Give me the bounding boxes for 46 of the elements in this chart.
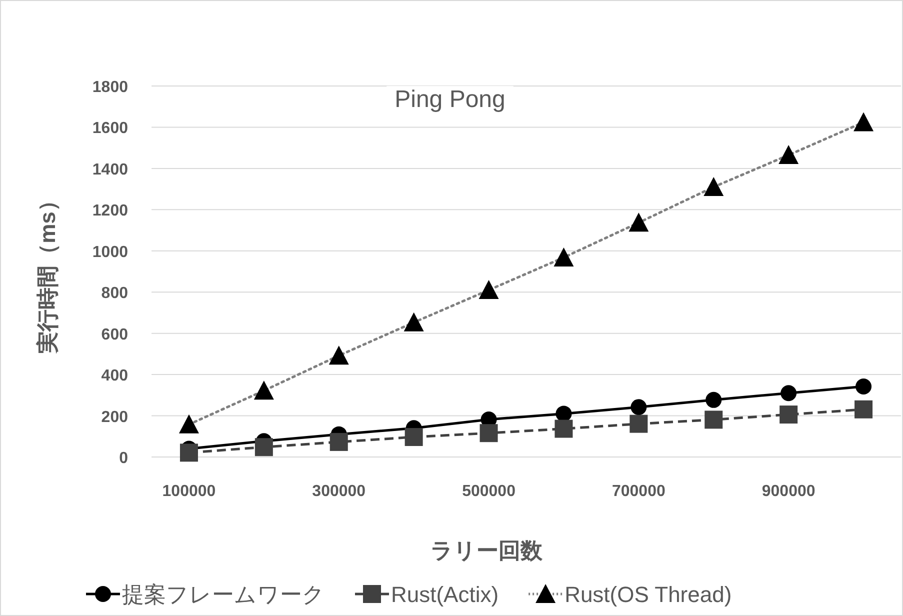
point — [254, 380, 274, 400]
point — [180, 444, 198, 462]
point — [404, 312, 424, 332]
x-axis-title: ラリー回数 — [430, 538, 544, 563]
point — [404, 428, 423, 446]
point — [704, 410, 723, 429]
point — [330, 432, 348, 451]
point — [254, 438, 273, 456]
y-tick-label: 1000 — [92, 244, 128, 261]
point — [554, 420, 573, 438]
x-tick-label: 100000 — [162, 483, 216, 500]
point — [856, 378, 872, 395]
point — [480, 424, 498, 442]
point — [554, 247, 574, 266]
point — [556, 406, 572, 422]
y-tick-label: 1600 — [92, 120, 128, 138]
point — [630, 414, 648, 433]
point — [778, 145, 799, 164]
y-tick-label: 0 — [119, 450, 128, 467]
point — [478, 280, 499, 300]
y-tick-label: 1200 — [92, 202, 128, 220]
chart-title: Ping Pong — [394, 86, 506, 113]
x-tick-label: 300000 — [312, 483, 366, 500]
x-tick-label: 700000 — [612, 483, 666, 500]
point — [854, 112, 874, 132]
legend-label: Rust(OS Thread) — [564, 582, 732, 607]
x-tick-label: 900000 — [762, 483, 816, 500]
point — [780, 385, 797, 402]
legend-label: Rust(Actix) — [391, 582, 499, 607]
point — [780, 406, 798, 424]
y-tick-label: 400 — [101, 368, 128, 385]
point — [854, 400, 873, 418]
y-axis-title: 実行時間（ms） — [35, 190, 60, 354]
y-tick-label: 800 — [101, 285, 128, 302]
point — [704, 176, 724, 196]
y-tick-label: 1800 — [92, 79, 128, 96]
x-tick-label: 500000 — [462, 483, 516, 500]
point — [630, 399, 647, 416]
point — [628, 212, 649, 232]
y-tick-label: 1400 — [92, 161, 128, 178]
legend-label: 提案フレームワーク — [122, 582, 325, 607]
point — [328, 346, 349, 365]
point — [706, 392, 722, 408]
y-tick-label: 200 — [101, 408, 128, 426]
point — [178, 414, 199, 434]
y-tick-label: 600 — [101, 326, 128, 344]
